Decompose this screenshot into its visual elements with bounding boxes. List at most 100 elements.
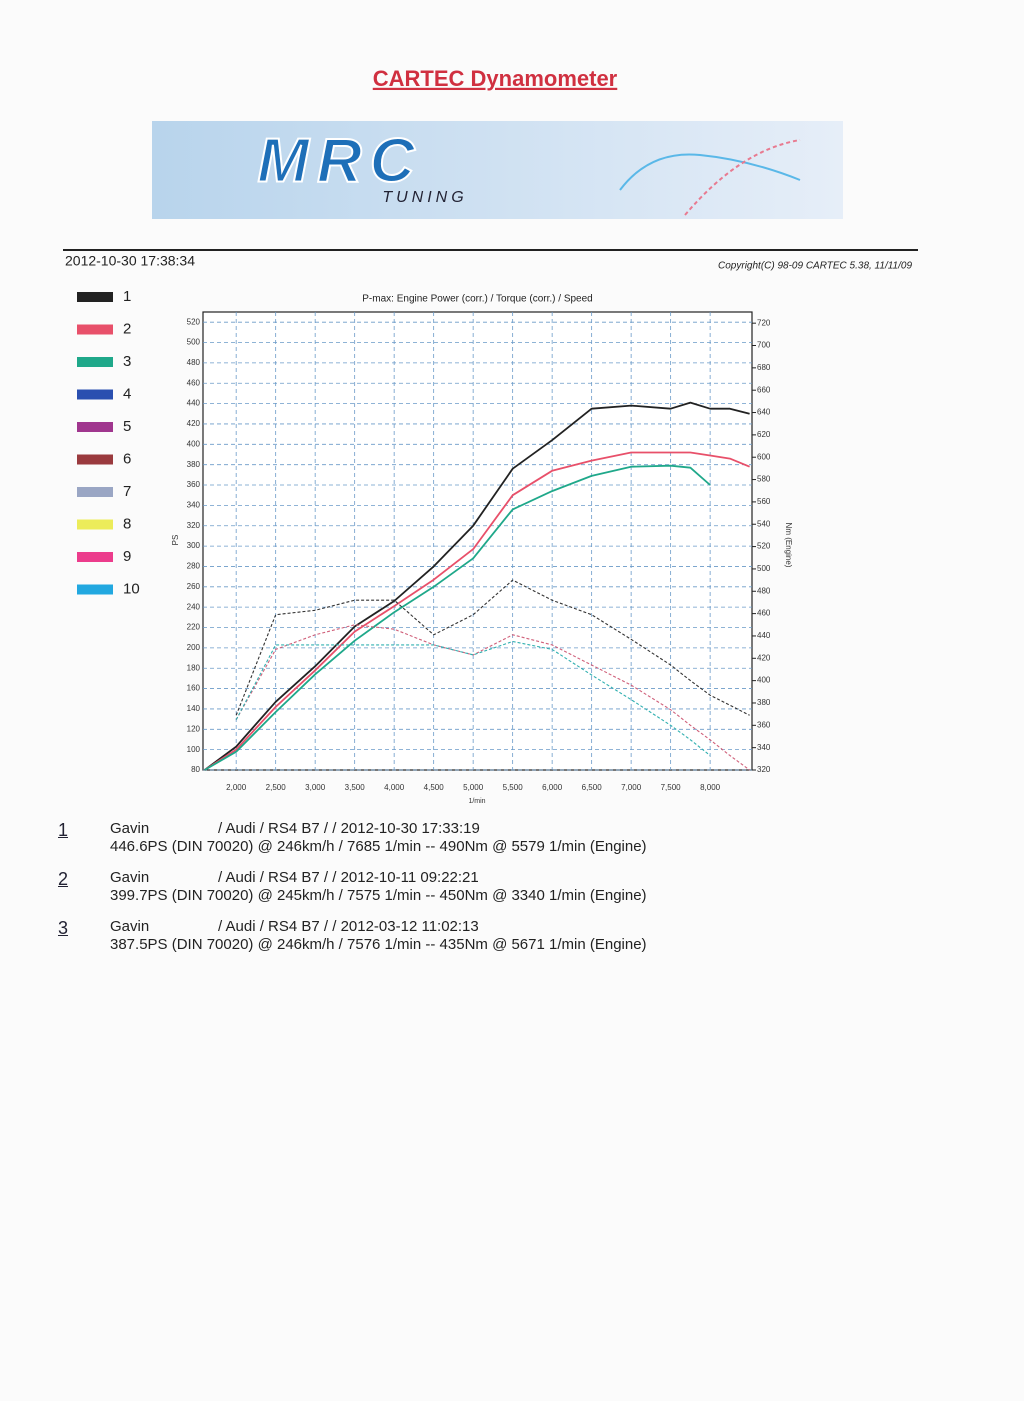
x-tick-label: 5,000 (463, 783, 484, 792)
legend-label: 6 (123, 450, 131, 467)
y-tick-label: 80 (191, 765, 200, 774)
y-tick-label: 300 (187, 541, 201, 550)
x-axis-label: 1/min (468, 798, 485, 805)
banner-logo: MRC (257, 126, 422, 195)
y-tick-label: 380 (187, 460, 201, 469)
legend-label: 10 (123, 580, 140, 597)
y-tick-label: 200 (187, 643, 201, 652)
y2-tick-label: 380 (757, 698, 771, 707)
y2-tick-label: 640 (757, 408, 771, 417)
legend-swatch (77, 487, 113, 497)
legend-label: 7 (123, 483, 131, 500)
legend-label: 9 (123, 548, 131, 565)
y-tick-label: 440 (187, 399, 201, 408)
x-tick-label: 8,000 (700, 783, 721, 792)
run-result: 387.5PS (DIN 70020) @ 246km/h / 7576 1/m… (110, 936, 647, 953)
y2-tick-label: 620 (757, 430, 771, 439)
run-result: 446.6PS (DIN 70020) @ 246km/h / 7685 1/m… (110, 838, 647, 855)
run-driver: Gavin (110, 820, 150, 837)
legend-swatch (77, 389, 113, 400)
run-driver: Gavin (110, 869, 150, 886)
x-tick-label: 2,500 (266, 783, 287, 792)
y2-tick-label: 320 (757, 765, 771, 774)
x-tick-label: 2,000 (226, 783, 247, 792)
y2-tick-label: 680 (757, 363, 771, 372)
x-tick-label: 7,000 (621, 783, 642, 792)
run-number: 1 (58, 820, 69, 840)
y2-tick-label: 340 (757, 743, 771, 752)
legend-label: 8 (123, 515, 131, 532)
title: CARTEC Dynamometer (373, 66, 618, 91)
y2-tick-label: 660 (757, 385, 771, 394)
y-axis-label: PS (171, 535, 180, 546)
y-tick-label: 480 (187, 358, 201, 367)
x-tick-label: 5,500 (503, 783, 524, 792)
x-tick-label: 4,000 (384, 783, 405, 792)
x-tick-label: 4,500 (424, 783, 445, 792)
x-tick-label: 7,500 (661, 783, 682, 792)
chart-title: P-max: Engine Power (corr.) / Torque (co… (362, 294, 592, 305)
y-tick-label: 280 (187, 562, 201, 571)
legend-label: 3 (123, 353, 131, 370)
run-result: 399.7PS (DIN 70020) @ 245km/h / 7575 1/m… (110, 887, 647, 904)
run-vehicle: / Audi / RS4 B7 / / 2012-10-11 09:22:21 (218, 869, 479, 886)
y2-tick-label: 440 (757, 631, 771, 640)
y2-tick-label: 360 (757, 720, 771, 729)
y2-tick-label: 700 (757, 341, 771, 350)
legend-swatch (77, 324, 113, 335)
x-tick-label: 3,000 (305, 783, 326, 792)
y2-tick-label: 420 (757, 653, 771, 662)
x-tick-label: 6,500 (582, 783, 603, 792)
legend-swatch (77, 552, 113, 562)
legend-swatch (77, 519, 113, 530)
run-number: 2 (58, 869, 69, 889)
legend-swatch (77, 584, 113, 595)
y-tick-label: 100 (187, 745, 201, 754)
legend-swatch (77, 357, 113, 367)
legend-label: 2 (123, 320, 131, 337)
y2-tick-label: 480 (757, 586, 771, 595)
y-tick-label: 520 (187, 317, 201, 326)
series-line (235, 624, 750, 771)
series-line (204, 451, 750, 771)
y2-tick-label: 580 (757, 475, 771, 484)
legend-label: 1 (123, 288, 131, 305)
y-tick-label: 460 (187, 378, 201, 387)
y-tick-label: 420 (187, 419, 201, 428)
x-tick-label: 6,000 (542, 783, 563, 792)
y2-tick-label: 720 (757, 318, 771, 327)
y2-tick-label: 400 (757, 676, 771, 685)
legend-label: 5 (123, 418, 131, 435)
run-number: 3 (58, 918, 69, 938)
y2-tick-label: 460 (757, 609, 771, 618)
y-tick-label: 240 (187, 602, 201, 611)
legend-swatch (77, 422, 113, 432)
series-line (204, 401, 750, 771)
y2-tick-label: 500 (757, 564, 771, 573)
run-vehicle: / Audi / RS4 B7 / / 2012-10-30 17:33:19 (218, 820, 480, 837)
y2-tick-label: 520 (757, 542, 771, 551)
series-line (204, 464, 711, 771)
run-vehicle: / Audi / RS4 B7 / / 2012-03-12 11:02:13 (218, 918, 479, 935)
y-tick-label: 260 (187, 582, 201, 591)
chart: 80 100 120 140 160 180 200 220 240 260 280 300 320 34… (171, 294, 793, 805)
y-tick-label: 220 (187, 623, 201, 632)
legend: 1 2 3 4 5 6 7 8 9 10 (77, 288, 140, 597)
run-driver: Gavin (110, 918, 150, 935)
plot-area (202, 311, 753, 771)
y2-tick-label: 560 (757, 497, 771, 506)
y2-axis-label: Nm (Engine) (784, 523, 793, 568)
y-tick-label: 400 (187, 439, 201, 448)
banner-decor (619, 153, 801, 191)
legend-swatch (77, 454, 113, 465)
y2-tick-label: 540 (757, 519, 771, 528)
banner-decor (684, 139, 801, 216)
series-line (235, 640, 711, 756)
banner-tagline: TUNING (382, 189, 467, 206)
y2-tick-label: 600 (757, 452, 771, 461)
y-tick-label: 340 (187, 500, 201, 509)
y-tick-label: 140 (187, 704, 201, 713)
banner (152, 121, 843, 219)
y-tick-label: 360 (187, 480, 201, 489)
